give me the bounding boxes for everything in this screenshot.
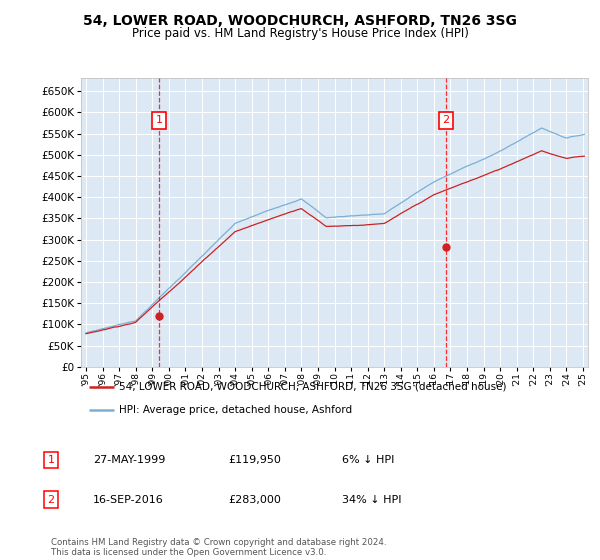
Text: 6% ↓ HPI: 6% ↓ HPI bbox=[342, 455, 394, 465]
Text: Contains HM Land Registry data © Crown copyright and database right 2024.
This d: Contains HM Land Registry data © Crown c… bbox=[51, 538, 386, 557]
Text: Price paid vs. HM Land Registry's House Price Index (HPI): Price paid vs. HM Land Registry's House … bbox=[131, 27, 469, 40]
Text: 2: 2 bbox=[47, 494, 55, 505]
Text: 34% ↓ HPI: 34% ↓ HPI bbox=[342, 494, 401, 505]
Text: 2: 2 bbox=[442, 115, 449, 125]
Text: 1: 1 bbox=[47, 455, 55, 465]
Text: 54, LOWER ROAD, WOODCHURCH, ASHFORD, TN26 3SG (detached house): 54, LOWER ROAD, WOODCHURCH, ASHFORD, TN2… bbox=[119, 382, 506, 392]
Text: £283,000: £283,000 bbox=[228, 494, 281, 505]
Text: £119,950: £119,950 bbox=[228, 455, 281, 465]
Text: 16-SEP-2016: 16-SEP-2016 bbox=[93, 494, 164, 505]
Text: 27-MAY-1999: 27-MAY-1999 bbox=[93, 455, 166, 465]
Text: 1: 1 bbox=[155, 115, 163, 125]
Text: 54, LOWER ROAD, WOODCHURCH, ASHFORD, TN26 3SG: 54, LOWER ROAD, WOODCHURCH, ASHFORD, TN2… bbox=[83, 14, 517, 28]
Text: HPI: Average price, detached house, Ashford: HPI: Average price, detached house, Ashf… bbox=[119, 405, 352, 416]
